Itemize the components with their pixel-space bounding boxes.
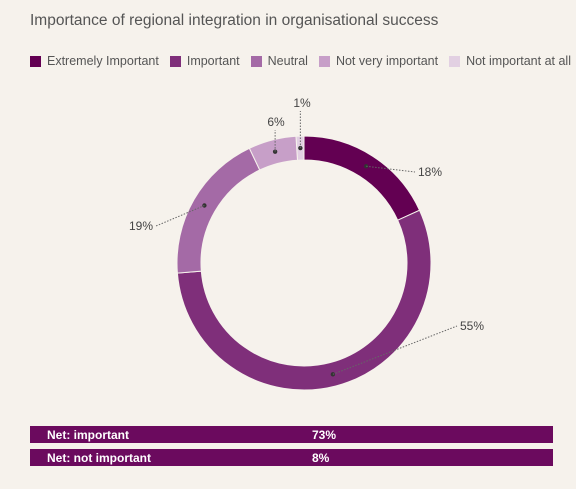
net-important-label: Net: important	[47, 428, 129, 442]
donut-slice-not-very-important	[248, 135, 298, 171]
donut-slice-important	[176, 209, 432, 391]
legend: Extremely Important Important Neutral No…	[30, 54, 571, 68]
leader-line-extremely-important	[366, 165, 416, 173]
donut-slice-neutral	[176, 147, 261, 274]
data-label-important: 55%	[460, 319, 484, 333]
legend-swatch	[250, 55, 262, 67]
legend-swatch	[169, 55, 181, 67]
net-not-important-label: Net: not important	[47, 451, 151, 465]
leader-line-important	[332, 325, 458, 375]
legend-item-neutral: Neutral	[250, 54, 308, 68]
legend-item-extremely-important: Extremely Important	[30, 54, 159, 68]
donut-chart: 1% 18% 55% 19% 6%	[129, 96, 484, 391]
legend-swatch	[30, 55, 41, 67]
legend-label: Extremely Important	[47, 54, 159, 68]
legend-item-not-very-important: Not very important	[318, 54, 439, 68]
data-label-not-very-important: 6%	[267, 115, 285, 129]
legend-swatch	[449, 55, 461, 67]
donut-slice-extremely-important	[303, 135, 421, 221]
legend-label: Not very important	[335, 54, 439, 68]
chart-title: Importance of regional integration in or…	[30, 12, 439, 29]
legend-item-not-important-at-all: Not important at all	[449, 54, 571, 68]
legend-swatch	[318, 55, 330, 67]
legend-label: Important	[186, 54, 240, 68]
net-important-value: 73%	[312, 428, 337, 442]
legend-label: Not important at all	[466, 54, 571, 68]
data-label-extremely-important: 18%	[418, 165, 442, 179]
net-not-important-value: 8%	[312, 451, 330, 465]
legend-item-important: Important	[169, 54, 240, 68]
data-label-neutral: 19%	[129, 219, 153, 233]
data-label-not-important-at-all: 1%	[293, 96, 311, 110]
net-not-important-row: Net: not important 8%	[30, 449, 553, 466]
net-important-row: Net: important 73%	[30, 426, 553, 443]
legend-label: Neutral	[267, 54, 308, 68]
